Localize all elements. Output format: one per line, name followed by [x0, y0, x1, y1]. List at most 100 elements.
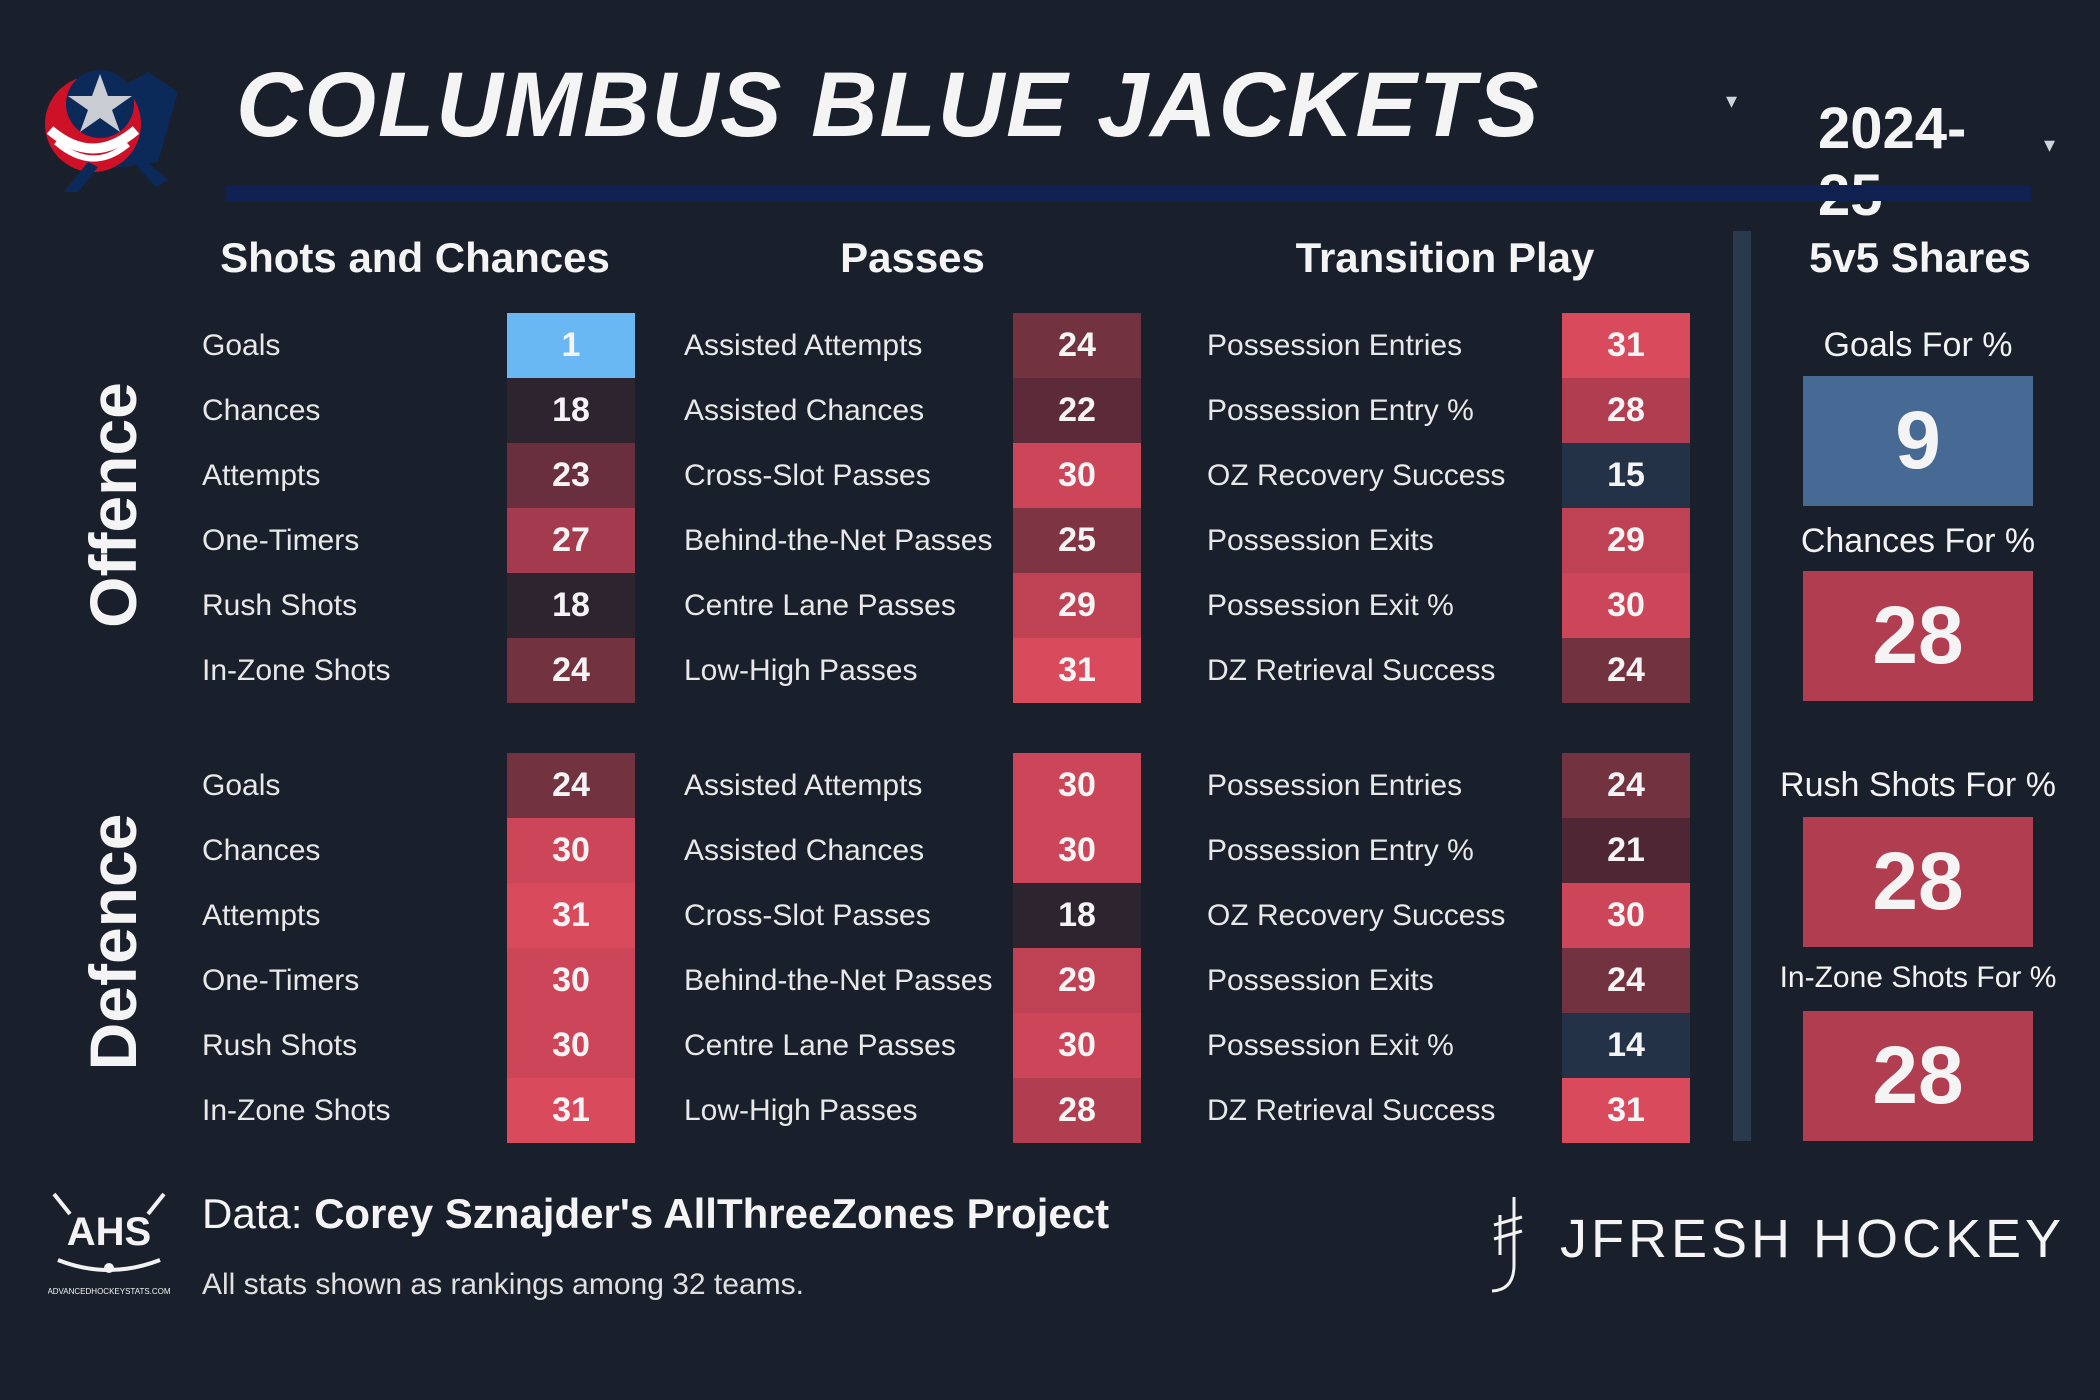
defence-shots-label: Chances	[202, 834, 321, 867]
offence-transition-rank-cell: 24	[1562, 638, 1690, 703]
data-source-name[interactable]: Corey Sznajder's AllThreeZones Project	[314, 1190, 1110, 1237]
defence-transition-label: DZ Retrieval Success	[1207, 1094, 1496, 1127]
defence-transition-label: Possession Exits	[1207, 964, 1434, 997]
offence-passes-rank-cell: 30	[1013, 443, 1141, 508]
offence-passes-label: Assisted Attempts	[684, 329, 923, 362]
column-header-transition: Transition Play	[1295, 234, 1595, 281]
data-source: Data: Corey Sznajder's AllThreeZones Pro…	[202, 1190, 1109, 1238]
defence-passes-label: Assisted Chances	[684, 834, 925, 867]
team-name-title: COLUMBUS BLUE JACKETS	[236, 54, 1541, 156]
defence-transition-label: Possession Exit %	[1207, 1029, 1454, 1062]
section-label-offence: Offence	[76, 382, 150, 628]
defence-transition-label: Possession Entries	[1207, 769, 1463, 802]
ahs-logo-text: AHS	[67, 1210, 151, 1254]
offence-passes-label: Assisted Chances	[684, 394, 925, 427]
defence-transition-rank-cell: 21	[1562, 818, 1690, 883]
offence-shots-rank-cell: 24	[507, 638, 635, 703]
offence-shots-rank-cell: 27	[507, 508, 635, 573]
defence-shots-label: In-Zone Shots	[202, 1094, 391, 1127]
share-label-in-zone-shots: In-Zone Shots For %	[1779, 961, 2057, 994]
share-value-chances: 28	[1803, 571, 2033, 701]
column-header-shots: Shots and Chances	[220, 234, 610, 281]
season-dropdown-caret-icon[interactable]: ▾	[2044, 132, 2056, 157]
offence-shots-rank-cell: 1	[507, 313, 635, 378]
defence-shots-rank-cell: 31	[507, 883, 635, 948]
data-source-prefix: Data:	[202, 1190, 315, 1237]
offence-transition-label: OZ Recovery Success	[1207, 459, 1506, 492]
offence-transition-label: Possession Entries	[1207, 329, 1463, 362]
offence-shots-label: Rush Shots	[202, 589, 358, 622]
offence-transition-label: Possession Exit %	[1207, 589, 1454, 622]
offence-shots-label: Goals	[202, 329, 281, 362]
offence-transition-rank-cell: 28	[1562, 378, 1690, 443]
defence-passes-label: Low-High Passes	[684, 1094, 918, 1127]
share-value-rush-shots: 28	[1803, 817, 2033, 947]
defence-shots-label: Attempts	[202, 899, 321, 932]
offence-passes-label: Low-High Passes	[684, 654, 918, 687]
share-value-goals: 9	[1803, 376, 2033, 506]
offence-passes-rank-cell: 25	[1013, 508, 1141, 573]
defence-passes-rank-cell: 18	[1013, 883, 1141, 948]
season-selector[interactable]: 2024-25	[1818, 96, 1967, 228]
section-label-defence: Defence	[76, 813, 150, 1071]
defence-shots-rank-cell: 30	[507, 948, 635, 1013]
defence-passes-rank-cell: 30	[1013, 1013, 1141, 1078]
offence-passes-rank-cell: 24	[1013, 313, 1141, 378]
defence-shots-rank-cell: 30	[507, 818, 635, 883]
share-label-rush-shots: Rush Shots For %	[1780, 766, 2056, 804]
defence-passes-rank-cell: 28	[1013, 1078, 1141, 1143]
share-value-in-zone-shots: 28	[1803, 1011, 2033, 1141]
offence-transition-label: DZ Retrieval Success	[1207, 654, 1496, 687]
title-underline	[225, 185, 2031, 201]
defence-transition-label: OZ Recovery Success	[1207, 899, 1506, 932]
offence-shots-label: One-Timers	[202, 524, 360, 557]
defence-shots-label: Goals	[202, 769, 281, 802]
defence-transition-rank-cell: 24	[1562, 948, 1690, 1013]
offence-shots-rank-cell: 18	[507, 573, 635, 638]
offence-passes-label: Cross-Slot Passes	[684, 459, 931, 492]
defence-transition-rank-cell: 30	[1562, 883, 1690, 948]
offence-shots-label: Chances	[202, 394, 321, 427]
defence-passes-label: Assisted Attempts	[684, 769, 923, 802]
column-header-passes: Passes	[840, 234, 985, 281]
offence-shots-rank-cell: 18	[507, 378, 635, 443]
offence-shots-rank-cell: 23	[507, 443, 635, 508]
defence-transition-rank-cell: 24	[1562, 753, 1690, 818]
defence-passes-rank-cell: 30	[1013, 753, 1141, 818]
offence-shots-label: Attempts	[202, 459, 321, 492]
defence-passes-label: Centre Lane Passes	[684, 1029, 956, 1062]
offence-transition-rank-cell: 29	[1562, 508, 1690, 573]
offence-transition-rank-cell: 30	[1562, 573, 1690, 638]
defence-shots-rank-cell: 31	[507, 1078, 635, 1143]
offence-transition-label: Possession Exits	[1207, 524, 1434, 557]
offence-transition-rank-cell: 31	[1562, 313, 1690, 378]
offence-passes-rank-cell: 29	[1013, 573, 1141, 638]
defence-transition-label: Possession Entry %	[1207, 834, 1474, 867]
column-header-shares: 5v5 Shares	[1809, 234, 2031, 281]
defence-passes-label: Behind-the-Net Passes	[684, 964, 993, 997]
offence-passes-label: Centre Lane Passes	[684, 589, 956, 622]
defence-transition-rank-cell: 14	[1562, 1013, 1690, 1078]
offence-passes-rank-cell: 22	[1013, 378, 1141, 443]
defence-passes-label: Cross-Slot Passes	[684, 899, 931, 932]
offence-shots-label: In-Zone Shots	[202, 654, 391, 687]
share-label-goals: Goals For %	[1823, 326, 2013, 364]
column-divider	[1733, 231, 1751, 1141]
defence-shots-rank-cell: 30	[507, 1013, 635, 1078]
team-dropdown-caret-icon[interactable]: ▾	[1726, 88, 1738, 113]
offence-transition-rank-cell: 15	[1562, 443, 1690, 508]
defence-shots-label: One-Timers	[202, 964, 360, 997]
offence-transition-label: Possession Entry %	[1207, 394, 1474, 427]
ranking-note: All stats shown as rankings among 32 tea…	[202, 1268, 804, 1301]
defence-transition-rank-cell: 31	[1562, 1078, 1690, 1143]
defence-shots-rank-cell: 24	[507, 753, 635, 818]
share-label-chances: Chances For %	[1800, 522, 2036, 560]
jfresh-mark-icon	[1486, 1195, 1530, 1295]
ahs-site-text: ADVANCEDHOCKEYSTATS.COM	[48, 1287, 170, 1296]
offence-passes-label: Behind-the-Net Passes	[684, 524, 993, 557]
defence-passes-rank-cell: 30	[1013, 818, 1141, 883]
defence-passes-rank-cell: 29	[1013, 948, 1141, 1013]
ahs-logo-icon: AHS ADVANCEDHOCKEYSTATS.COM	[47, 1190, 171, 1300]
offence-passes-rank-cell: 31	[1013, 638, 1141, 703]
team-logo-icon	[28, 52, 188, 192]
